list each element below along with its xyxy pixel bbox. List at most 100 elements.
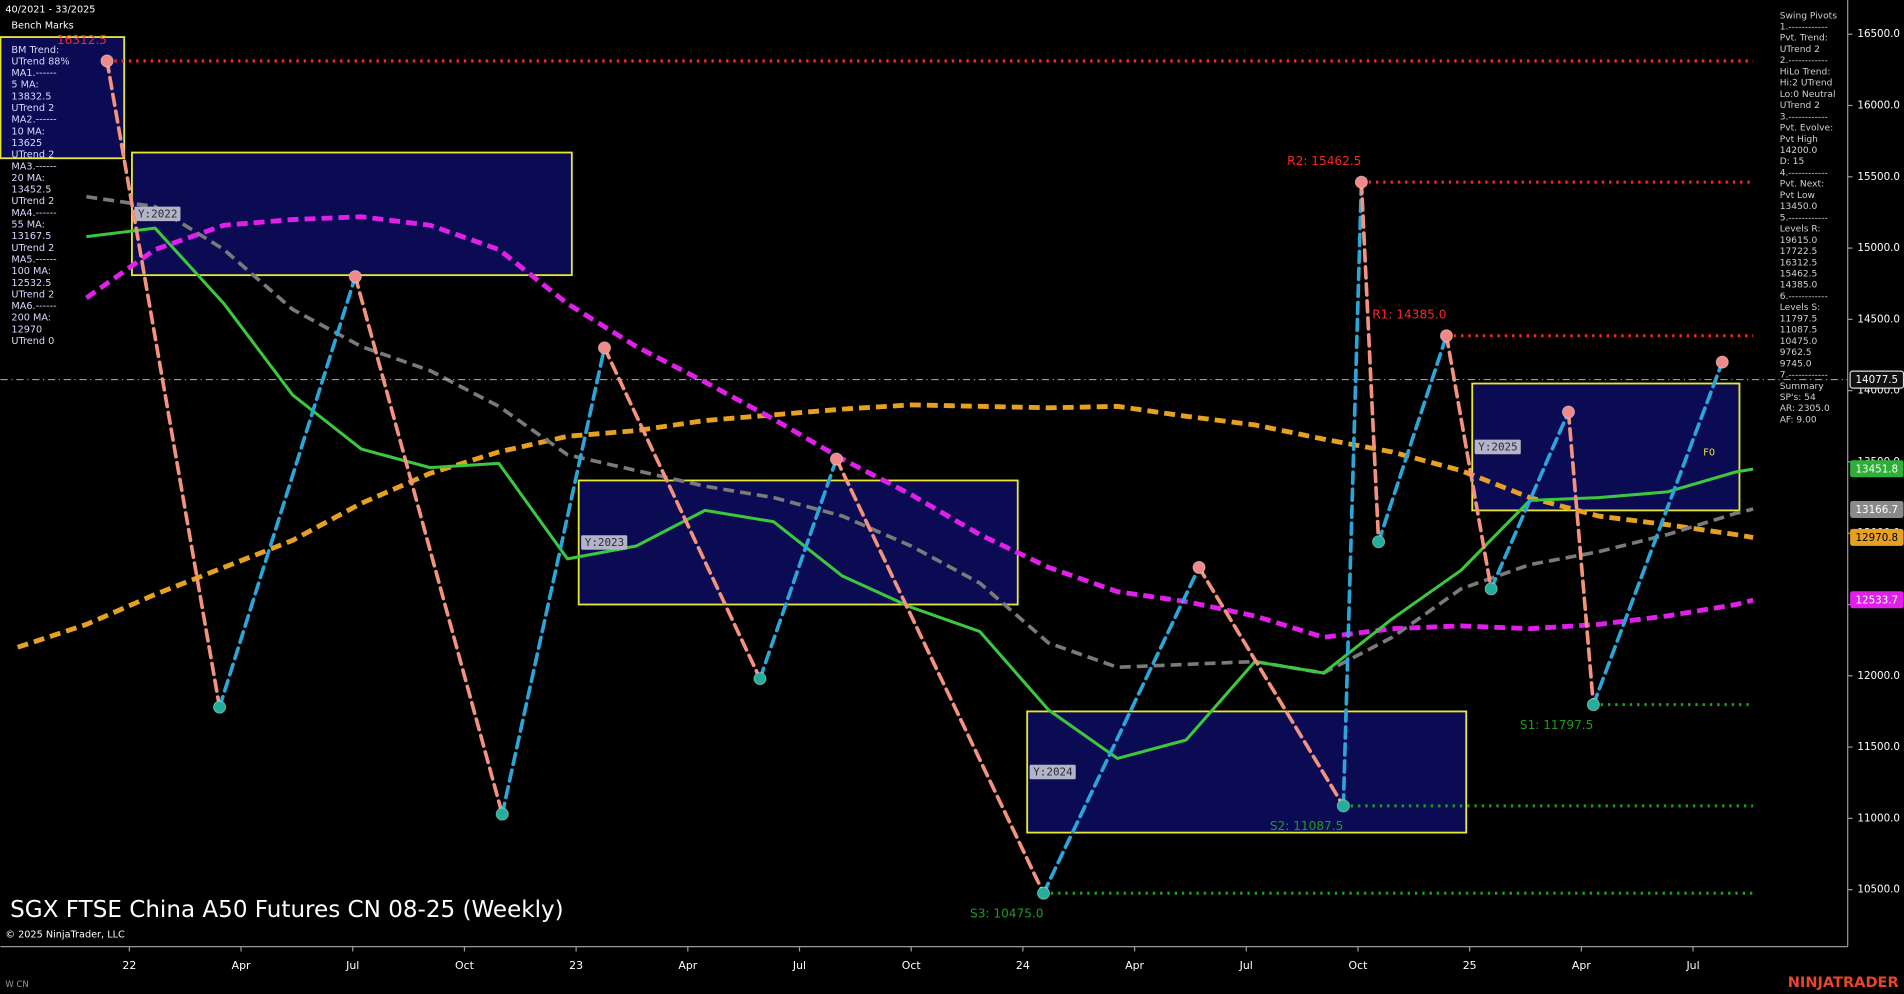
y-tick-label: 10500.0 [1857,884,1900,896]
swing-pivot-line: 10475.0 [1780,337,1818,347]
plot-area: Y:2022 Y:2023 Y:2024 Y:2025 16312.5 R2: 15462… [0,33,1848,920]
x-tick-label: Jul [345,959,359,972]
bench-mark-line: MA5.------ [11,254,57,265]
year-label-bg [1029,764,1076,780]
x-tick-label: Apr [678,959,697,972]
swing-pivot-line: Pvt. Next: [1780,180,1824,190]
bench-mark-line: 12532.5 [11,278,51,289]
price-tag-label: 12970.8 [1856,532,1899,544]
year-label: Y:2025 [1478,441,1517,454]
x-tick-label: Jul [1239,959,1253,972]
bench-mark-line: 13452.5 [11,185,51,196]
swing-pivot-line: 9745.0 [1780,359,1812,369]
swing-pivot-line: Swing Pivots [1780,11,1837,21]
bench-mark-line: 200 MA: [11,313,51,324]
annotation: F0 [1703,448,1715,459]
level-label: R2: 15462.5 [1287,154,1361,168]
swing-pivot-line: 16312.5 [1780,258,1818,268]
swing-pivot-line: 14200.0 [1780,146,1818,156]
swing-leg [834,457,1046,896]
swing-pivot-line: Levels R: [1780,225,1821,235]
level-label: R1: 14385.0 [1372,308,1446,322]
moving-average-line [16,402,1754,650]
swing-pivot-line: Lo:0 Neutral [1780,90,1836,100]
level-label: 16312.5 [57,33,107,47]
swing-leg [602,346,762,681]
x-tick-label: Oct [902,959,922,972]
x-tick-label: Oct [455,959,475,972]
moving-average-line [85,214,1754,640]
bench-mark-line: 100 MA: [11,266,51,277]
x-tick-label: Apr [1572,959,1591,972]
bench-mark-line: 10 MA: [11,126,44,137]
bench-mark-line: UTrend 2 [11,243,54,254]
year-label-bg [1474,439,1521,455]
pivot-high [829,452,844,466]
swing-leg [1591,360,1725,707]
x-tick-label: Jul [1685,959,1699,972]
swing-pivot-line: SP's: 54 [1780,393,1816,403]
x-tick-label: Apr [1125,959,1144,972]
price-tag [1850,528,1904,546]
bench-mark-line: 55 MA: [11,220,44,231]
swing-pivot-line: 1.------------ [1780,23,1828,33]
swing-leg [105,59,222,709]
year-label-bg [581,535,628,550]
swing-pivot-line: 17722.5 [1780,247,1818,257]
swing-pivot-line: Pvt. Trend: [1780,34,1828,44]
price-tag [1850,460,1904,478]
swing-pivot-line: D: 15 [1780,157,1805,167]
swing-pivot-line: Pvt. Evolve: [1780,124,1833,134]
bench-mark-line: UTrend 2 [11,196,54,207]
bench-mark-line: UTrend 2 [11,103,54,114]
y-tick-label: 11000.0 [1857,812,1900,824]
swing-pivot-line: Pvt Low [1780,191,1816,201]
pivot-high [1715,355,1729,369]
swing-leg [1376,333,1449,544]
swing-pivot-line: 11797.5 [1780,314,1818,324]
swing-pivot-line: 15462.5 [1780,269,1818,279]
copyright: © 2025 NinjaTrader, LLC [5,930,125,941]
swing-leg [1444,333,1493,591]
x-tick-label: Oct [1349,959,1369,972]
swing-pivot-line: Summary [1780,382,1825,392]
y-tick-label: 11500.0 [1857,741,1900,753]
pivot-high [348,270,362,284]
level-label: S2: 11087.5 [1270,819,1343,833]
bench-mark-line: MA2.------ [11,115,57,126]
year-label: Y:2023 [585,536,624,549]
pivot-low [213,700,227,714]
bench-mark-line: UTrend 2 [11,150,54,161]
pivot-low [1036,886,1051,900]
bench-mark-line: 13625 [11,138,42,149]
swing-leg [1041,565,1201,896]
y-tick-label: 12000.0 [1857,670,1900,682]
swing-leg [500,346,607,816]
bench-mark-line: MA3.------ [11,161,57,172]
swing-leg [758,457,839,681]
bench-mark-line: UTrend 88% [11,56,69,67]
year-label: Y:2022 [138,207,177,220]
y-tick-label: 15000.0 [1857,242,1900,254]
pivot-low [1484,582,1498,596]
swing-leg [353,274,505,816]
swing-leg [1359,180,1381,544]
swing-pivot-line: Levels S: [1780,303,1820,313]
swing-pivot-line: Hi:2 UTrend [1780,79,1833,89]
pivot-low [753,672,767,686]
x-tick-label: Apr [232,959,251,972]
bench-mark-line: 12970 [11,324,42,335]
bench-marks-header: Bench Marks [11,20,73,31]
pivot-low [1372,535,1386,549]
x-tick-label: Jul [792,959,806,972]
x-tick-label: 23 [569,959,583,972]
pivot-low [1336,799,1350,813]
bench-mark-line: MA6.------ [11,301,57,312]
x-tick-label: 25 [1463,959,1477,972]
pivot-high [1561,405,1576,419]
swing-leg [1566,410,1596,707]
swing-pivot-line: HiLo Trend: [1780,67,1831,77]
pivot-low [1586,698,1600,712]
swing-leg [217,274,358,709]
chart-title: SGX FTSE China A50 Futures CN 08-25 (Wee… [10,897,563,923]
